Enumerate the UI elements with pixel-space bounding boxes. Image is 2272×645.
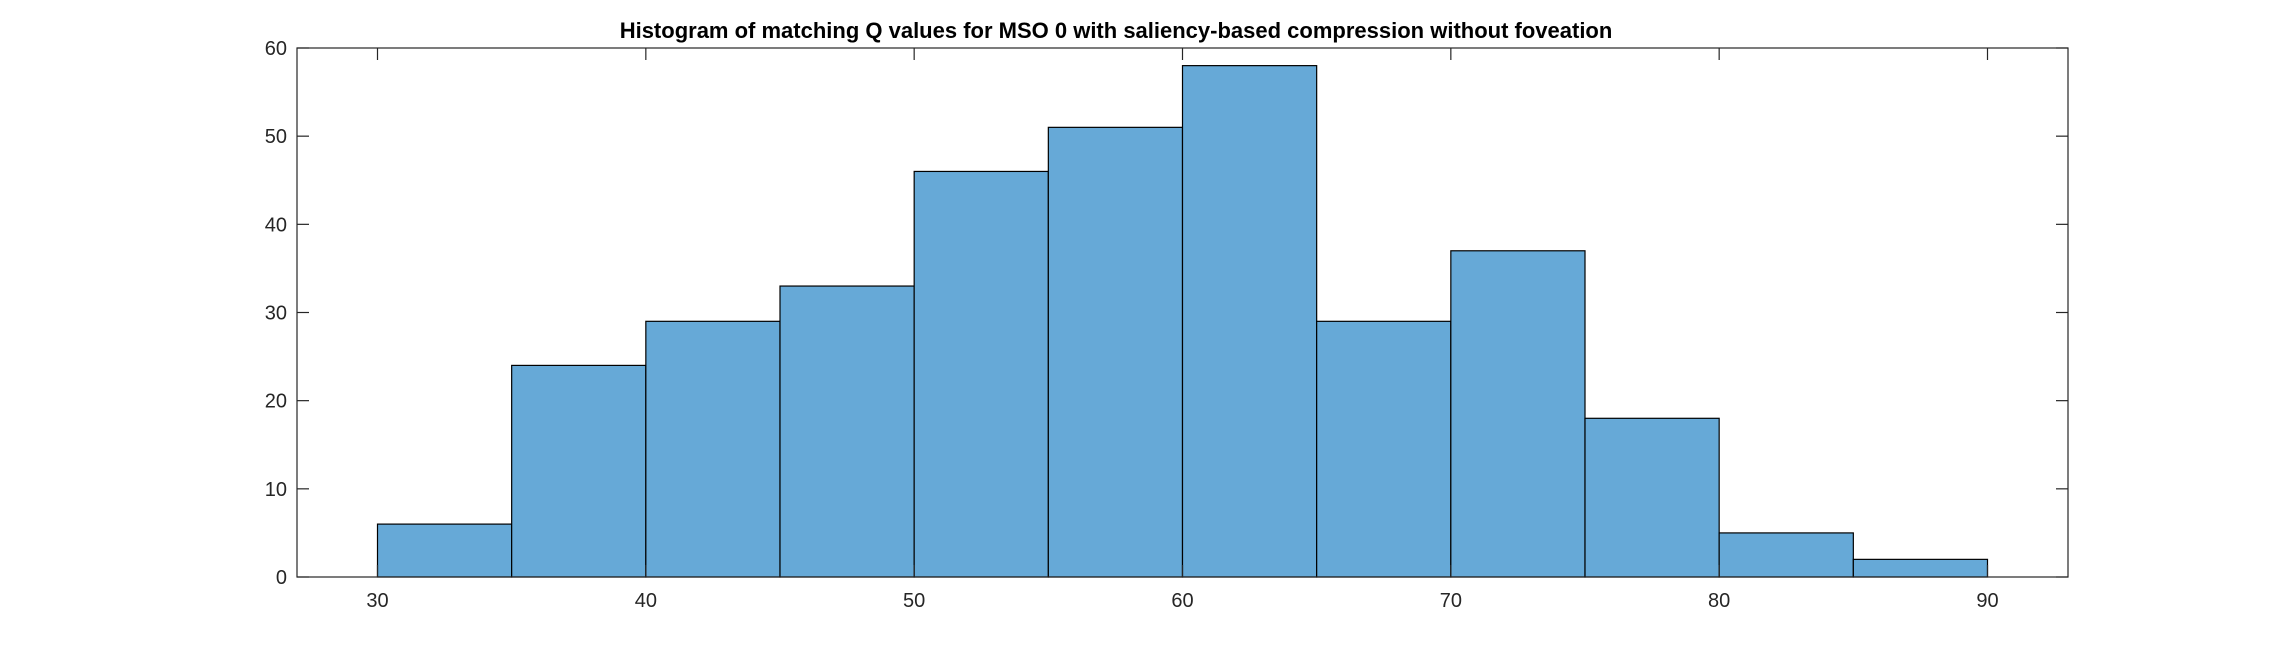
x-tick-label-60: 60 xyxy=(1171,590,1193,612)
x-tick-label-80: 80 xyxy=(1708,590,1730,612)
y-tick-label-30: 30 xyxy=(265,303,287,325)
histogram-bar-35-40 xyxy=(511,364,647,578)
histogram-bar-60-65 xyxy=(1181,65,1318,578)
histogram-bar-80-85 xyxy=(1718,532,1854,578)
y-tick-label-0: 0 xyxy=(276,567,287,589)
y-tick-label-50: 50 xyxy=(265,126,287,148)
histogram-bar-65-70 xyxy=(1316,320,1452,578)
x-tick-label-70: 70 xyxy=(1440,590,1462,612)
y-tick-label-10: 10 xyxy=(265,479,287,501)
histogram-bar-75-80 xyxy=(1584,417,1720,578)
chart-title: Histogram of matching Q values for MSO 0… xyxy=(620,18,1613,43)
histogram-bar-40-45 xyxy=(645,320,781,578)
axes-group: 30 40 50 60 70 80 90 0 10 20 30 40 50 60 xyxy=(265,38,2069,612)
bars-group xyxy=(376,65,1989,578)
histogram-bar-50-55 xyxy=(913,170,1049,578)
y-tick-label-60: 60 xyxy=(265,38,287,60)
histogram-bar-30-35 xyxy=(376,523,513,578)
y-tick-label-40: 40 xyxy=(265,214,287,236)
histogram-bar-70-75 xyxy=(1450,250,1586,578)
x-tick-label-90: 90 xyxy=(1976,590,1998,612)
histogram-bar-55-60 xyxy=(1047,126,1184,578)
histogram-bar-85-90 xyxy=(1852,558,1989,578)
x-tick-label-30: 30 xyxy=(366,590,388,612)
x-tick-label-50: 50 xyxy=(903,590,925,612)
x-tick-label-40: 40 xyxy=(635,590,657,612)
y-tick-label-20: 20 xyxy=(265,391,287,413)
histogram-bar-45-50 xyxy=(779,285,915,578)
